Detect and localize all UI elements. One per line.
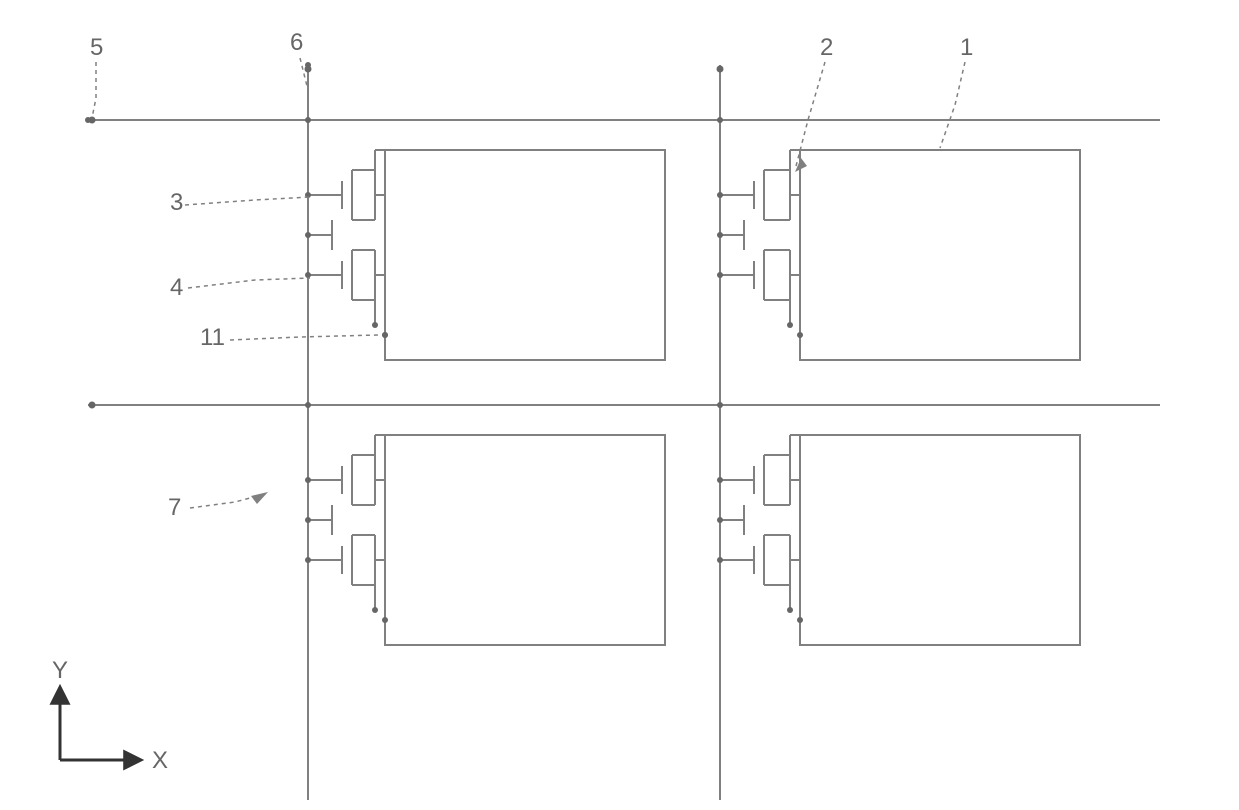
callout-leader: [185, 197, 310, 205]
axes-icon: [60, 688, 140, 760]
callout-leader: [940, 62, 965, 148]
schematic-diagram: 5 6 2 1 3 4 11 7 Y X: [0, 0, 1239, 810]
axis-label-x: X: [152, 747, 168, 774]
callout-label-5: 5: [90, 34, 103, 61]
callout-label-11: 11: [200, 324, 225, 351]
callout-leader: [230, 335, 378, 340]
pixel-box: [800, 435, 1080, 645]
callout-label-4: 4: [170, 274, 183, 301]
axis-label-y: Y: [52, 657, 68, 684]
callout-label-6: 6: [290, 29, 303, 56]
callout-leader: [188, 278, 310, 288]
pixel-box: [800, 150, 1080, 360]
callout-label-3: 3: [170, 189, 183, 216]
pixel-box: [385, 435, 665, 645]
callout-label-1: 1: [960, 34, 973, 61]
callout-leader: [92, 62, 96, 118]
callout-arrow: [251, 492, 268, 504]
callout-label-7: 7: [168, 494, 181, 521]
pixel-box: [385, 150, 665, 360]
callout-label-2: 2: [820, 34, 833, 61]
